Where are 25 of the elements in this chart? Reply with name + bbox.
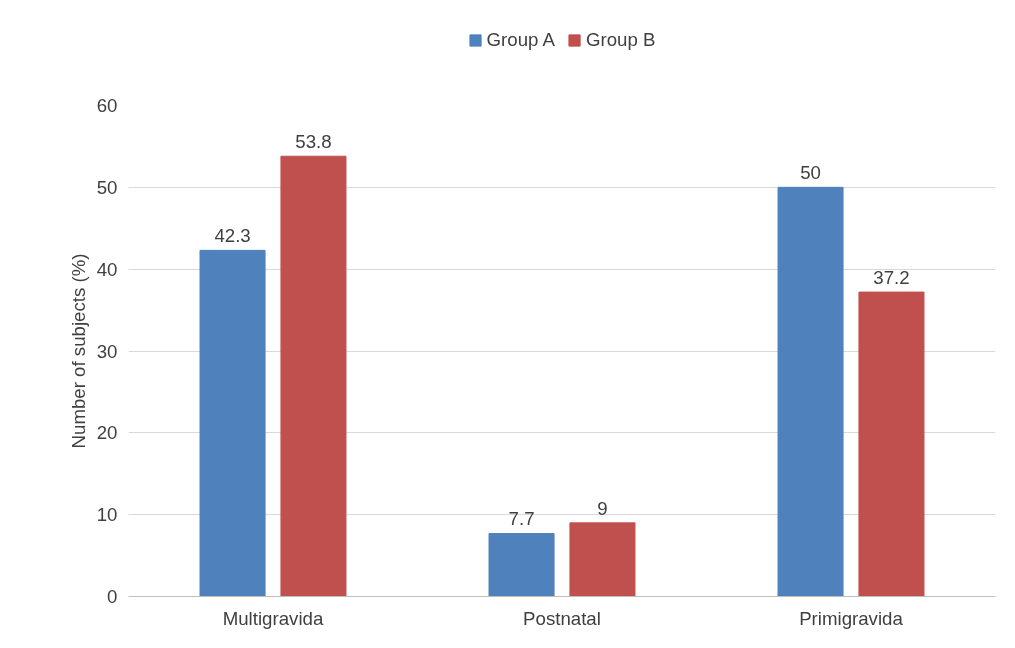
bar (777, 186, 844, 597)
bar (280, 155, 347, 597)
legend-label: Group B (585, 29, 656, 51)
y-tick-label: 40 (96, 258, 118, 280)
bar (569, 522, 636, 597)
x-tick-label: Primigravida (799, 607, 904, 629)
data-label: 7.7 (508, 508, 535, 530)
legend-label: Group A (486, 29, 555, 51)
data-label: 53.8 (295, 131, 332, 153)
bar (488, 532, 555, 597)
y-tick-label: 10 (96, 504, 118, 526)
y-tick-label: 30 (96, 340, 118, 362)
bar (199, 249, 266, 597)
y-axis-title: Number of subjects (%) (67, 253, 89, 449)
data-label: 37.2 (873, 267, 910, 289)
x-tick-label: Postnatal (523, 607, 601, 629)
data-label: 9 (597, 497, 608, 519)
data-label: 50 (800, 162, 821, 184)
y-tick-label: 0 (107, 586, 118, 607)
y-tick-label: 50 (96, 176, 118, 198)
y-tick-label: 60 (96, 95, 118, 116)
bar (858, 291, 925, 597)
x-tick-label: Multigravida (222, 607, 324, 629)
data-label: 42.3 (214, 225, 251, 247)
y-tick-label: 20 (96, 422, 118, 444)
